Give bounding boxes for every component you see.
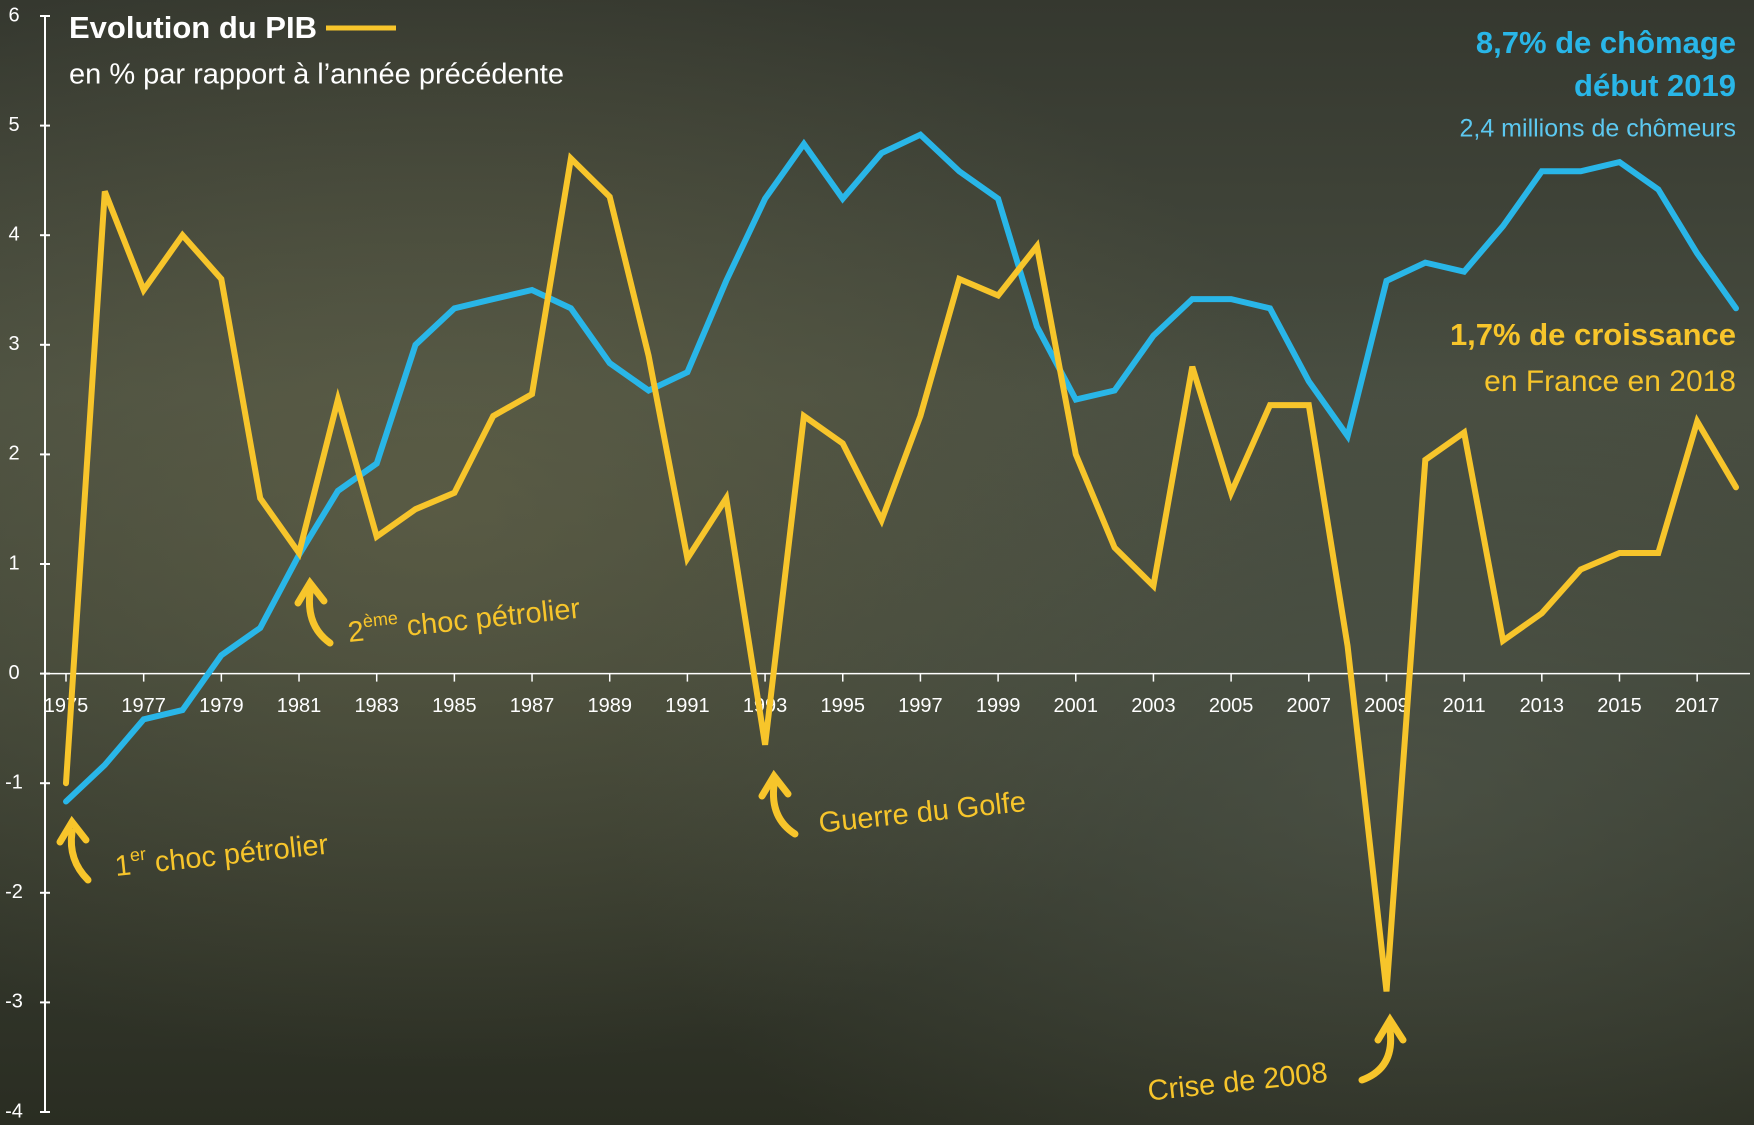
y-tick-label: 3 [8, 333, 19, 355]
plot: -4 -3 -2 -1 0 1 2 3 4 5 6 1975 1977 1979 1981 1983 1985 1… [5, 4, 1750, 1122]
x-tick-label: 1991 [665, 695, 710, 717]
x-tick-label: 1985 [432, 695, 477, 717]
y-tick-label: 4 [8, 223, 19, 245]
chart-title: Evolution du PIB [69, 10, 317, 45]
x-tick-label: 1979 [199, 695, 244, 717]
x-tick-label: 2017 [1675, 695, 1720, 717]
x-tick-label: 1983 [354, 695, 399, 717]
x-tick-label: 2001 [1054, 695, 1099, 717]
x-tick-label: 1975 [44, 695, 89, 717]
unemployment-note: début 2019 [1574, 68, 1736, 103]
x-tick-label: 1997 [898, 695, 943, 717]
series-line [63, 131, 1739, 805]
arrow [758, 769, 792, 800]
chart-subtitle: en % par rapport à l’année précédente [69, 59, 564, 91]
growth-note: 1,7% de croissance [1450, 317, 1736, 352]
series-line [63, 152, 1739, 992]
arrow [67, 828, 92, 884]
x-tick-label: 2007 [1287, 695, 1332, 717]
arrow-head [56, 815, 90, 846]
x-tick-label: 2009 [1364, 695, 1409, 717]
annotation-arrows [56, 576, 1407, 1084]
arrow [1374, 1013, 1407, 1044]
x-tick-label: 1999 [976, 695, 1021, 717]
x-tick-label: 1977 [121, 695, 166, 717]
annotation-text: 1 [113, 849, 132, 883]
y-tick-label: -4 [5, 1100, 23, 1122]
y-tick-label: 1 [8, 552, 19, 574]
arrow [1358, 1026, 1395, 1084]
x-tick-label: 1987 [510, 695, 555, 717]
x-tick-label: 1995 [820, 695, 865, 717]
y-tick-label: 5 [8, 114, 19, 136]
growth-note: en France en 2018 [1484, 365, 1736, 398]
annotation-text: 2 [346, 615, 365, 649]
x-tick-label: 2003 [1131, 695, 1176, 717]
arrow [769, 781, 799, 838]
x-tick-label: 2013 [1520, 695, 1565, 717]
y-tick-label: 0 [8, 662, 19, 684]
y-tick-label: 2 [8, 443, 19, 465]
y-tick-label: -1 [5, 771, 23, 793]
annotation-text: ème [362, 608, 399, 632]
y-tick-label: -2 [5, 881, 23, 903]
y-tick-label: 6 [8, 4, 19, 26]
x-tick-label: 1989 [587, 695, 632, 717]
x-tick-label: 2011 [1443, 695, 1486, 717]
y-tick-label: -3 [5, 991, 23, 1013]
arrow [305, 588, 334, 647]
x-tick-label: 1993 [743, 695, 788, 717]
unemployment-note: 2,4 millions de chômeurs [1459, 115, 1736, 143]
unemployment-note: 8,7% de chômage [1476, 25, 1736, 60]
x-tick-label: 1981 [277, 695, 322, 717]
annotation-text: er [129, 844, 147, 866]
x-tick-label: 2005 [1209, 695, 1254, 717]
arrow [294, 576, 328, 607]
x-tick-label: 2015 [1597, 695, 1642, 717]
